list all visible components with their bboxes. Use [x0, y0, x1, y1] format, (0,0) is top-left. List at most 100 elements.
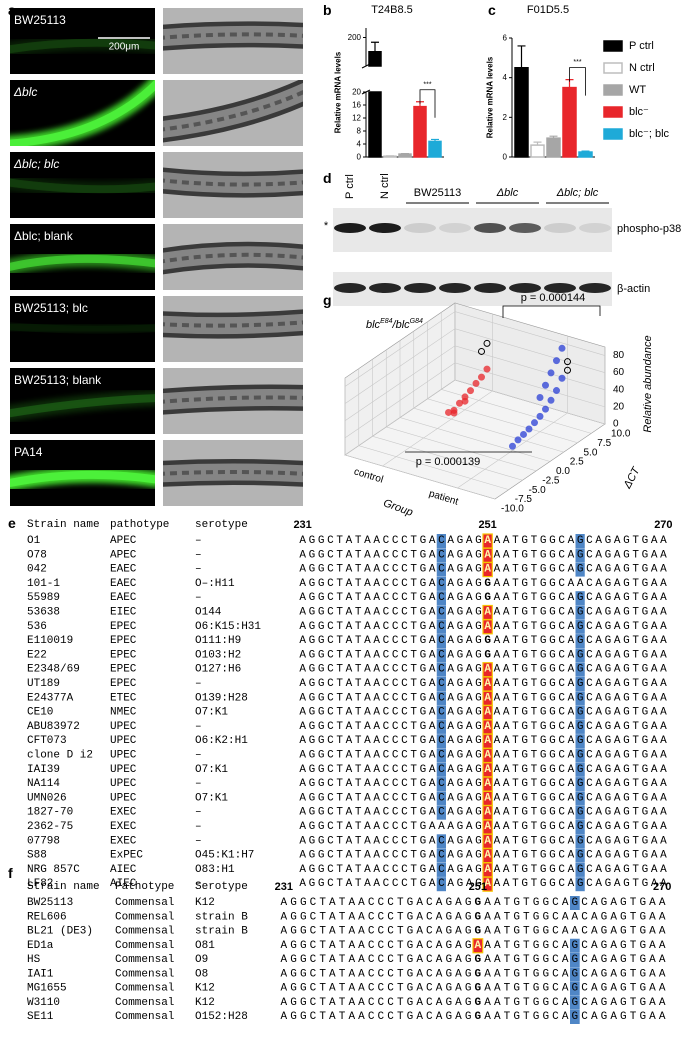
cell: EPEC [110, 649, 137, 661]
cell: CE10 [27, 707, 53, 719]
cell: MG1655 [27, 983, 67, 995]
grid-line [372, 359, 523, 481]
significance-bracket [569, 67, 586, 96]
highlight-blue [575, 634, 585, 649]
highlight-blue [436, 562, 446, 577]
cell: CFT073 [27, 735, 67, 747]
cell: Commensal [115, 940, 174, 952]
highlight-blue [436, 734, 446, 749]
highlight-blue [575, 777, 585, 792]
cell: APEC [110, 549, 137, 561]
position-label: 231 [275, 881, 293, 893]
category-label: patient [428, 488, 460, 507]
fluorescence-image [10, 368, 155, 434]
worm-gut [163, 178, 303, 187]
highlight-blue [570, 995, 580, 1010]
point [514, 436, 522, 444]
point [525, 425, 533, 433]
y-tick-label: 10.0 [611, 429, 631, 440]
brightfield-image [163, 368, 303, 434]
point [478, 347, 485, 355]
bar [368, 51, 382, 158]
highlight-blue [436, 848, 446, 863]
cell: EPEC [110, 635, 137, 647]
grid-line [382, 314, 493, 467]
brightfield-image [163, 296, 303, 362]
highlight-blue [570, 1010, 580, 1024]
y-tick-label: 4 [357, 140, 362, 149]
band [509, 223, 541, 233]
cell: O78 [27, 549, 47, 561]
error-bar [533, 141, 542, 146]
column-header: Strain name [27, 881, 100, 893]
cell: – [195, 549, 202, 561]
y-tick-label: 12 [352, 114, 361, 123]
grid-line [385, 349, 537, 472]
group-label: Δblc [496, 187, 519, 199]
cell: BL21 (DE3) [27, 926, 93, 938]
cell: UPEC [110, 750, 137, 762]
cell: AIEC [110, 864, 137, 876]
cell: EAEC [110, 592, 137, 604]
worm-fluorescence-core [10, 394, 155, 418]
y-tick-label: 6 [503, 34, 508, 43]
legend-label: N ctrl [629, 62, 655, 74]
worm-fluorescence [10, 390, 155, 422]
z-tick-label: 40 [613, 384, 625, 395]
fluorescence-image [10, 224, 155, 290]
band [509, 283, 541, 293]
chart-title: T24B8.5 [371, 4, 413, 16]
cell: O103:H2 [195, 649, 241, 661]
y-tick-label: 200 [348, 33, 362, 42]
highlight-blue [436, 648, 446, 663]
highlight-blue [570, 896, 580, 910]
cell: O152:H28 [195, 1011, 248, 1023]
legend-label: blc⁻; blc [629, 128, 670, 140]
worm-gut [163, 252, 303, 264]
highlight-blue [575, 719, 585, 734]
highlight-blue [575, 562, 585, 577]
grid-line [344, 378, 496, 500]
highlight-blue [575, 691, 585, 706]
highlight-blue [436, 691, 446, 706]
cell: IAI1 [27, 968, 54, 980]
highlight-blue [570, 953, 580, 967]
cell: REL606 [27, 911, 67, 923]
lane-label: N ctrl [379, 173, 391, 199]
cell: UPEC [110, 721, 137, 733]
grid-line [413, 331, 564, 453]
cell: Commensal [115, 897, 174, 909]
position-label: 231 [293, 519, 311, 531]
band [474, 283, 506, 293]
title-part: blc [366, 319, 381, 331]
bar [530, 144, 545, 158]
cell: UPEC [110, 778, 137, 790]
highlight-blue [570, 967, 580, 982]
highlight-blue [436, 662, 446, 677]
highlight-blue [436, 534, 446, 548]
y-tick-label: 5.0 [584, 447, 598, 458]
cell: Commensal [115, 983, 174, 995]
cell: O127:H6 [195, 664, 241, 676]
highlight-red [482, 876, 493, 892]
cell: strain B [195, 911, 248, 923]
cell: – [195, 678, 202, 690]
y-tick-label: 20 [352, 88, 361, 97]
cell: 1827-70 [27, 807, 73, 819]
highlight-blue [436, 862, 446, 877]
cell: E22 [27, 649, 47, 661]
y-tick-label: 16 [352, 101, 361, 110]
band [439, 283, 471, 293]
worm-fluorescence-core [10, 254, 155, 271]
cell: clone D i2 [27, 750, 93, 762]
grid-line [454, 303, 606, 425]
group-label: BW25113 [414, 187, 462, 199]
